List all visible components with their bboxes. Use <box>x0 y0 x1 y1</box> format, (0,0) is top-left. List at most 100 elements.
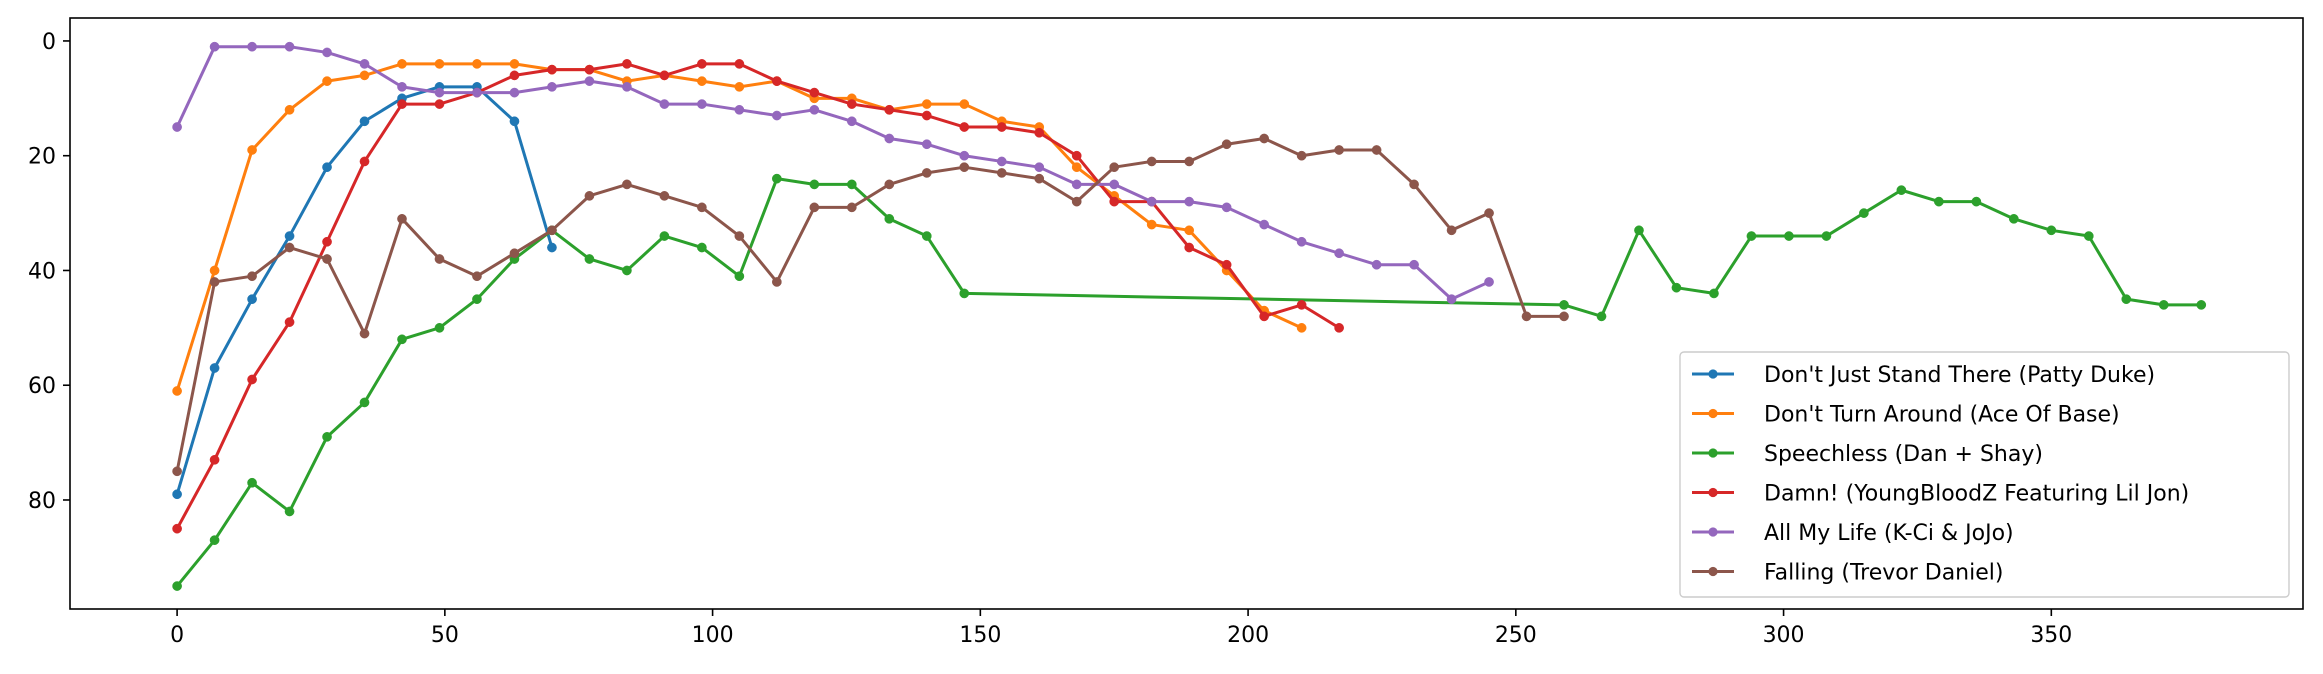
y-tick-label: 60 <box>28 374 56 399</box>
data-point <box>434 99 445 109</box>
legend-item: Damn! (YoungBloodZ Featuring Lil Jon) <box>1692 482 2189 507</box>
data-point <box>697 59 707 69</box>
data-point <box>1034 127 1045 138</box>
data-point <box>697 202 707 213</box>
data-point <box>1746 231 1757 241</box>
data-point <box>1071 150 1082 161</box>
legend-marker <box>1708 527 1718 537</box>
x-tick-label: 300 <box>1763 623 1805 648</box>
data-point <box>1559 311 1569 322</box>
data-point <box>846 202 857 213</box>
x-tick-label: 250 <box>1495 623 1537 648</box>
legend-label: Don't Turn Around (Ace Of Base) <box>1764 403 2120 428</box>
data-point <box>996 156 1007 167</box>
data-point <box>1484 208 1494 218</box>
data-point <box>1146 196 1157 207</box>
data-point <box>622 265 632 276</box>
series-layer <box>172 41 2207 591</box>
legend-marker <box>1708 369 1718 379</box>
data-point <box>284 506 295 517</box>
series-6 <box>172 133 1569 477</box>
data-point <box>697 76 707 86</box>
data-point <box>284 242 295 253</box>
data-point <box>1784 231 1794 241</box>
data-point <box>172 122 182 132</box>
data-point <box>1184 225 1195 236</box>
data-point <box>1596 311 1607 322</box>
data-point <box>284 104 295 115</box>
data-point <box>1446 225 1457 236</box>
data-point <box>472 87 482 98</box>
data-point <box>322 236 332 247</box>
data-point <box>584 64 595 75</box>
data-point <box>659 191 670 201</box>
data-point <box>1334 322 1344 333</box>
data-point <box>1109 196 1120 207</box>
data-point <box>921 110 932 121</box>
data-point <box>1221 259 1232 270</box>
x-tick-label: 50 <box>431 623 459 648</box>
data-point <box>584 76 595 86</box>
data-point <box>772 277 782 287</box>
data-point <box>1259 219 1270 230</box>
data-point <box>247 41 257 52</box>
series-5 <box>172 41 1494 305</box>
data-point <box>884 104 895 115</box>
series-line <box>175 137 1566 474</box>
data-point <box>659 70 670 81</box>
data-point <box>959 122 970 132</box>
data-point <box>434 87 445 98</box>
data-point <box>2083 231 2094 241</box>
data-point <box>846 116 857 127</box>
y-tick-label: 20 <box>28 145 56 170</box>
data-point <box>1221 202 1232 213</box>
data-point <box>209 41 220 52</box>
data-point <box>659 231 670 241</box>
data-point <box>809 87 820 98</box>
data-point <box>547 242 557 253</box>
x-tick-label: 200 <box>1227 623 1269 648</box>
data-point <box>509 70 520 81</box>
data-point <box>921 99 932 109</box>
x-tick-label: 0 <box>170 623 184 648</box>
data-point <box>284 41 295 52</box>
data-point <box>2046 225 2057 236</box>
data-point <box>359 116 370 127</box>
legend-label: Falling (Trevor Daniel) <box>1764 561 2003 586</box>
data-point <box>921 168 932 178</box>
data-point <box>1371 145 1382 155</box>
data-point <box>809 104 820 115</box>
legend-box <box>1679 351 2290 598</box>
data-point <box>1521 311 1532 322</box>
data-point <box>1446 294 1457 305</box>
data-point <box>659 99 670 109</box>
data-point <box>1559 300 1569 310</box>
legend-item: Falling (Trevor Daniel) <box>1692 561 2003 586</box>
data-point <box>1259 133 1270 144</box>
y-tick-label: 0 <box>42 30 56 55</box>
data-point <box>397 213 407 224</box>
data-point <box>247 294 257 305</box>
data-point <box>247 145 257 155</box>
data-point <box>959 99 970 109</box>
data-point <box>397 334 407 345</box>
data-point <box>247 477 257 488</box>
data-point <box>959 162 970 173</box>
data-point <box>1184 196 1195 207</box>
data-point <box>1821 231 1832 241</box>
y-axis: 0 20 40 60 80 <box>28 30 70 514</box>
data-point <box>772 76 782 86</box>
legend-marker <box>1708 566 1718 577</box>
legend-marker <box>1708 487 1718 498</box>
x-axis: 0 50 100 150 200 250 300 350 <box>170 609 2072 648</box>
data-point <box>172 466 182 477</box>
legend-marker <box>1708 408 1718 419</box>
data-point <box>1221 139 1232 150</box>
data-point <box>584 191 595 201</box>
data-point <box>322 47 332 58</box>
data-point <box>1971 196 1982 207</box>
data-point <box>1071 162 1082 173</box>
data-point <box>884 213 895 224</box>
data-point <box>1409 259 1419 270</box>
data-point <box>1859 208 1869 218</box>
